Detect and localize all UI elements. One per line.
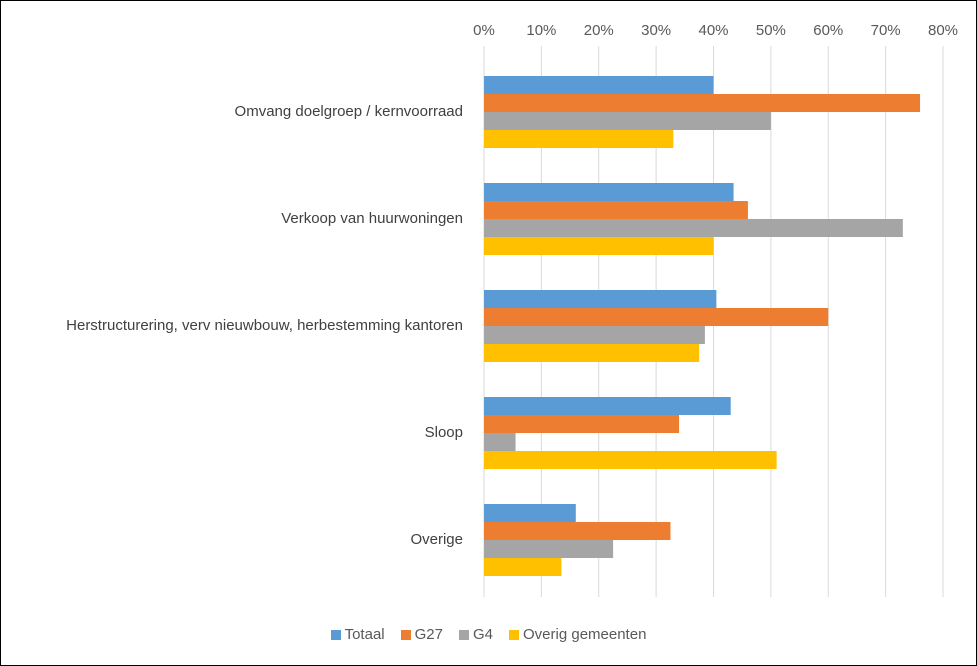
bar <box>484 219 903 237</box>
x-tick-label: 80% <box>928 22 958 39</box>
category-label: Overige <box>410 529 463 551</box>
legend: Totaal G27 G4 Overig gemeenten <box>1 626 976 643</box>
bar <box>484 290 717 308</box>
bar <box>484 76 714 94</box>
bar <box>484 344 700 362</box>
bar <box>484 433 516 451</box>
bar <box>484 558 562 576</box>
x-tick-label: 40% <box>698 22 728 39</box>
x-tick-label: 0% <box>473 22 495 39</box>
x-tick-label: 30% <box>641 22 671 39</box>
bar <box>484 540 614 558</box>
bar <box>484 201 748 219</box>
legend-swatch <box>330 629 341 640</box>
legend-item: Totaal <box>330 626 385 643</box>
legend-swatch <box>400 629 411 640</box>
category-label: Herstructurering, verv nieuwbouw, herbes… <box>66 315 463 337</box>
bar <box>484 130 674 148</box>
category-text: Sloop <box>424 424 463 441</box>
category-text: Herstructurering, verv nieuwbouw, herbes… <box>66 317 463 334</box>
bar <box>484 94 921 112</box>
x-tick-label: 50% <box>756 22 786 39</box>
legend-swatch <box>458 629 469 640</box>
bar <box>484 326 705 344</box>
category-label: Omvang doelgroep / kernvoorraad <box>235 101 463 123</box>
bar <box>484 415 680 433</box>
bar <box>484 237 714 255</box>
category-label: Verkoop van huurwoningen <box>281 208 463 230</box>
bar <box>484 308 829 326</box>
legend-item: Overig gemeenten <box>509 626 646 643</box>
x-tick-label: 70% <box>871 22 901 39</box>
category-label: Sloop <box>425 422 463 444</box>
bar <box>484 504 576 522</box>
bar <box>484 397 731 415</box>
legend-label: Totaal <box>344 626 385 643</box>
bar <box>484 451 777 469</box>
legend-label: Overig gemeenten <box>523 626 647 643</box>
legend-item: G27 <box>400 626 443 643</box>
bar <box>484 522 671 540</box>
legend-item: G4 <box>458 626 493 643</box>
x-tick-label: 60% <box>813 22 843 39</box>
legend-swatch <box>509 629 519 640</box>
category-text: Overige <box>410 531 463 548</box>
category-text: Verkoop van huurwoningen <box>281 210 463 227</box>
x-tick-label: 10% <box>526 22 556 39</box>
bar <box>484 183 734 201</box>
category-text: Omvang doelgroep / kernvoorraad <box>234 103 463 120</box>
legend-label: G4 <box>472 626 493 643</box>
x-tick-label: 20% <box>584 22 614 39</box>
bar <box>484 112 771 130</box>
legend-label: G27 <box>414 626 443 643</box>
